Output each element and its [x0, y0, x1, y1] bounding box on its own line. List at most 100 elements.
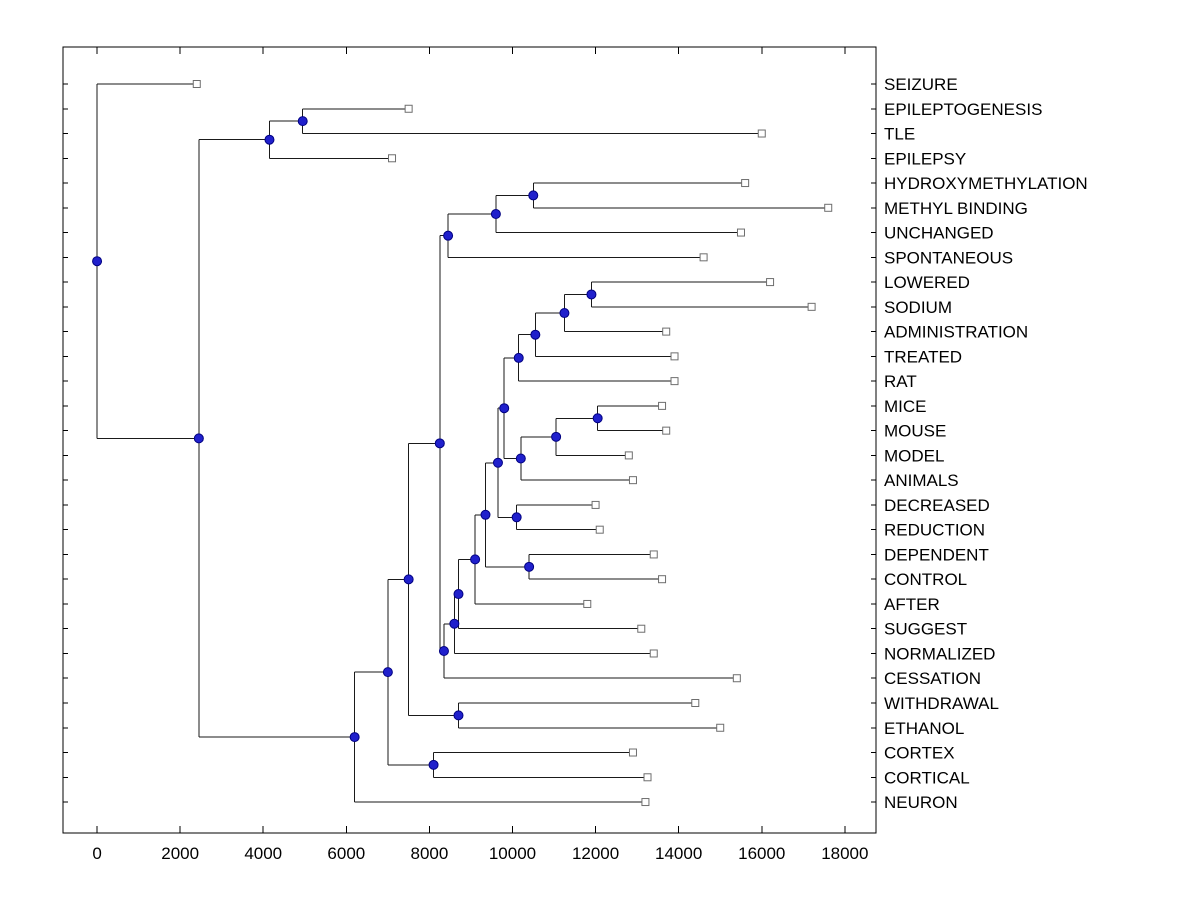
x-tick-label: 2000 — [161, 844, 199, 863]
cluster-node-marker — [530, 329, 541, 340]
leaf-label: MICE — [884, 397, 927, 416]
cluster-node-marker — [559, 308, 570, 319]
leaf-label: SODIUM — [884, 298, 952, 317]
leaf-label: UNCHANGED — [884, 224, 994, 243]
cluster-node-marker — [492, 457, 503, 468]
x-tick-label: 16000 — [738, 844, 785, 863]
leaf-label: NEURON — [884, 793, 958, 812]
leaf-label: TREATED — [884, 347, 962, 366]
leaf-marker — [670, 352, 679, 361]
axes-box — [62, 46, 877, 834]
leaf-marker — [824, 203, 833, 212]
leaf-label: CONTROL — [884, 570, 967, 589]
cluster-node-marker — [438, 646, 449, 657]
leaf-label: RAT — [884, 372, 917, 391]
leaf-label: CORTICAL — [884, 768, 970, 787]
leaf-marker — [691, 699, 700, 707]
leaf-label: CESSATION — [884, 669, 981, 688]
leaf-label: DECREASED — [884, 496, 990, 515]
leaf-marker — [741, 179, 750, 188]
leaf-label: ADMINISTRATION — [884, 323, 1028, 342]
leaf-label: ANIMALS — [884, 471, 959, 490]
leaf-marker — [192, 80, 201, 88]
leaf-marker — [658, 401, 667, 410]
leaf-marker — [624, 451, 633, 460]
cluster-node-marker — [524, 561, 535, 572]
cluster-node-marker — [403, 574, 414, 585]
cluster-node-marker — [193, 433, 204, 444]
leaf-marker — [807, 302, 816, 311]
leaf-marker — [716, 723, 725, 732]
labels: SEIZURE EPILEPTOGENESIS TLE EPILEPSY HYDROXY… — [92, 75, 1087, 863]
leaf-label: DEPENDENT — [884, 545, 989, 564]
cluster-node-marker — [592, 413, 603, 424]
leaf-marker — [404, 104, 413, 113]
leaf-marker — [736, 228, 745, 237]
x-tick-label: 4000 — [244, 844, 282, 863]
x-tick-label: 12000 — [572, 844, 619, 863]
leaf-label: EPILEPSY — [884, 149, 966, 168]
x-tick-label: 0 — [92, 844, 101, 863]
cluster-node-marker — [443, 230, 454, 241]
cluster-node-marker — [453, 589, 464, 600]
cluster-node-marker — [513, 352, 524, 363]
leaf-marker — [662, 426, 671, 435]
cluster-node-marker — [434, 438, 445, 449]
leaf-marker — [643, 773, 652, 782]
leaf-label: LOWERED — [884, 273, 970, 292]
cluster-node-marker — [449, 618, 460, 629]
cluster-node-marker — [515, 453, 526, 464]
leaf-marker — [662, 327, 671, 336]
leaf-label: AFTER — [884, 595, 940, 614]
leaf-label: HYDROXYMETHYLATION — [884, 174, 1088, 193]
leaf-marker — [757, 129, 766, 138]
cluster-node-marker — [453, 710, 464, 721]
leaf-marker — [649, 649, 658, 658]
leaf-marker — [766, 278, 775, 287]
leaf-label: SUGGEST — [884, 620, 967, 639]
leaf-label: TLE — [884, 125, 915, 144]
leaf-label: SEIZURE — [884, 75, 958, 94]
leaf-marker — [628, 476, 637, 485]
leaf-label: NORMALIZED — [884, 644, 995, 663]
leaf-marker — [595, 525, 604, 534]
leaf-label: SPONTANEOUS — [884, 248, 1013, 267]
cluster-node-marker — [297, 116, 308, 127]
leaf-marker — [628, 748, 637, 757]
cluster-node-marker — [349, 732, 360, 743]
x-tick-label: 14000 — [655, 844, 702, 863]
leaf-marker — [670, 377, 679, 386]
cluster-node-marker — [480, 509, 491, 520]
leaf-marker — [732, 674, 741, 683]
leaf-marker — [699, 253, 708, 262]
leaf-marker — [637, 624, 646, 633]
cluster-node-marker — [551, 431, 562, 442]
x-tick-label: 10000 — [489, 844, 536, 863]
axes — [62, 46, 877, 834]
leaf-label: EPILEPTOGENESIS — [884, 100, 1042, 119]
x-tick-label: 6000 — [327, 844, 365, 863]
cluster-node-marker — [511, 512, 522, 523]
branch-lines — [96, 83, 829, 803]
cluster-node-marker — [92, 256, 103, 267]
leaf-label: WITHDRAWAL — [884, 694, 999, 713]
leaf-label: METHYL BINDING — [884, 199, 1028, 218]
cluster-node-marker — [428, 759, 439, 770]
leaf-label: REDUCTION — [884, 521, 985, 540]
cluster-node-marker — [470, 554, 481, 565]
cluster-node-marker — [490, 208, 501, 219]
cluster-node-marker — [382, 667, 393, 678]
x-tick-label: 18000 — [821, 844, 868, 863]
leaf-label: CORTEX — [884, 744, 955, 763]
x-tick-label: 8000 — [410, 844, 448, 863]
leaf-marker — [641, 798, 650, 807]
leaf-marker — [658, 575, 667, 584]
leaf-label: MOUSE — [884, 422, 946, 441]
leaf-marker — [388, 154, 397, 163]
leaf-label: ETHANOL — [884, 719, 964, 738]
leaf-marker — [649, 550, 658, 559]
markers — [92, 80, 833, 807]
cluster-node-marker — [528, 190, 539, 201]
